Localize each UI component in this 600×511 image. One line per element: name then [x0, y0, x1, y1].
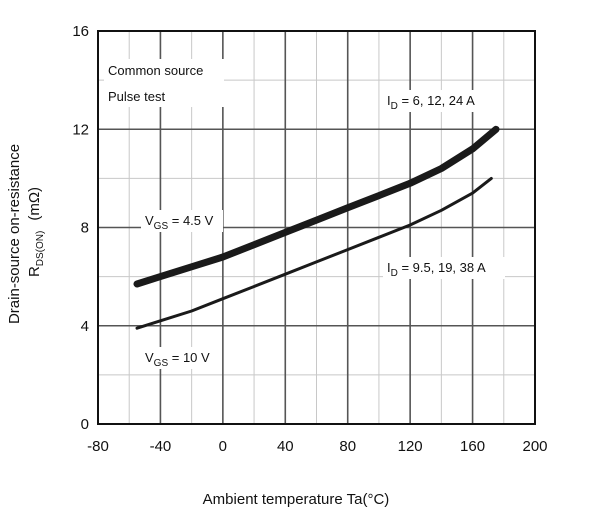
y-tick-label: 8 [81, 220, 89, 237]
x-tick-label: -80 [87, 438, 109, 455]
note-vgs-top: VGS = 4.5 V [145, 213, 214, 232]
x-tick-label: 160 [460, 438, 485, 455]
x-tick-label: 0 [219, 438, 227, 455]
series-line-2 [135, 176, 493, 330]
series-line-1 [133, 125, 500, 288]
note-id-bottom: ID = 9.5, 19, 38 A [387, 260, 486, 279]
note-common-source: Common source [108, 63, 203, 78]
y-axis-label: Drain-source on-resistance [6, 144, 23, 324]
x-axis-label: Ambient temperature Ta(°C) [203, 491, 390, 508]
note-id-top: ID = 6, 12, 24 A [387, 93, 475, 112]
series-layer [133, 125, 500, 330]
y-axis-label-line2: RDS(ON)(mΩ) [26, 187, 46, 277]
y-tick-labels: 0 4 8 12 16 [72, 23, 89, 433]
annotation-background [141, 210, 223, 232]
y-tick-label: 0 [81, 416, 89, 433]
note-vgs-bottom: VGS = 10 V [145, 350, 210, 369]
x-tick-labels: -80 -40 0 40 80 120 160 200 [87, 438, 547, 455]
y-tick-label: 16 [72, 23, 89, 40]
x-tick-label: 80 [339, 438, 356, 455]
annotation-background [104, 59, 224, 107]
x-tick-label: 200 [522, 438, 547, 455]
plot-frame [97, 30, 536, 425]
note-pulse-test: Pulse test [108, 89, 165, 104]
x-tick-label: -40 [150, 438, 172, 455]
annotation-background [383, 257, 505, 279]
x-tick-label: 40 [277, 438, 294, 455]
annotation-background [141, 347, 217, 369]
y-tick-label: 12 [72, 121, 89, 138]
y-axis-label-line1: Drain-source on-resistance [6, 144, 23, 324]
annotation-backgrounds [104, 59, 505, 369]
annotation-background [383, 90, 503, 112]
y-axis-label-2: RDS(ON)(mΩ) [26, 187, 46, 277]
y-tick-label: 4 [81, 318, 89, 335]
x-tick-label: 120 [398, 438, 423, 455]
